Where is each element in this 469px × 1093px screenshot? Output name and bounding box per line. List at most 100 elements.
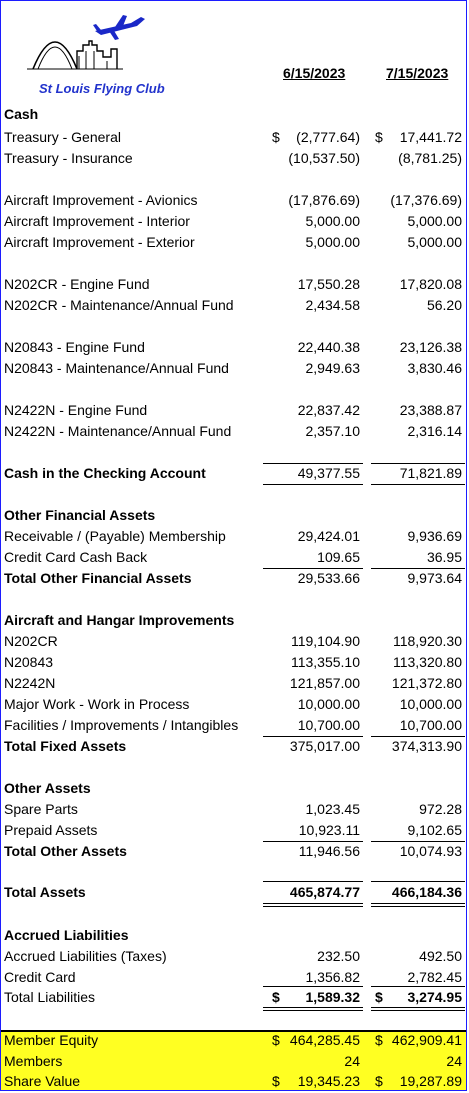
- value-col-2: 5,000.00: [407, 234, 463, 250]
- value-col-2: 19,287.89: [399, 1073, 462, 1089]
- value-col-2: 374,313.90: [391, 738, 462, 754]
- ledger-row: Other Financial Assets: [1, 505, 466, 526]
- ledger-row: Aircraft Improvement - Interior 5,000.00 5…: [1, 211, 466, 232]
- total-rule: [263, 881, 363, 882]
- value-col-2: 466,184.36: [391, 884, 462, 900]
- ledger-row: N2422N - Engine Fund 22,837.42 23,388.87: [1, 400, 466, 421]
- column-header-date-1: 6/15/2023: [283, 65, 346, 81]
- subtotal-rule: [263, 736, 363, 737]
- subtotal-rule: [371, 736, 465, 737]
- ledger-row: Cash: [1, 104, 466, 125]
- value-col-2: 2,316.14: [407, 423, 463, 439]
- value-col-1: 113,355.10: [290, 654, 360, 670]
- subtotal-rule: [371, 841, 465, 842]
- row-label: N20843: [4, 654, 54, 670]
- row-label: Other Assets: [4, 780, 91, 796]
- currency-symbol: $: [375, 989, 383, 1005]
- value-col-2: 56.20: [426, 297, 462, 313]
- double-total-rule: [263, 903, 363, 907]
- value-col-1: 17,550.28: [297, 276, 360, 292]
- subtotal-rule: [371, 568, 465, 569]
- ledger-row: N202CR - Engine Fund 17,550.28 17,820.08: [1, 274, 466, 295]
- row-label: Other Financial Assets: [4, 507, 156, 523]
- value-col-2: 36.95: [426, 549, 462, 565]
- ledger-row: Prepaid Assets 10,923.11 9,102.65: [1, 820, 466, 841]
- row-label: Cash in the Checking Account: [4, 465, 206, 481]
- value-col-2: (8,781.25): [398, 150, 462, 166]
- ledger-row: Member Equity $464,285.45 $462,909.41: [1, 1030, 466, 1051]
- row-label: Aircraft Improvement - Avionics: [4, 192, 198, 208]
- subtotal-rule: [371, 484, 465, 485]
- subtotal-rule: [371, 986, 465, 987]
- value-col-2: 23,126.38: [399, 339, 462, 355]
- row-label: N202CR - Engine Fund: [4, 276, 150, 292]
- value-col-2: 10,700.00: [399, 717, 462, 733]
- ledger-row: Total Other Financial Assets 29,533.66 9,9…: [1, 568, 466, 589]
- row-label: Member Equity: [4, 1032, 99, 1048]
- subtotal-rule: [263, 484, 363, 485]
- value-col-1: 2,949.63: [305, 360, 361, 376]
- value-col-1: 10,700.00: [297, 717, 360, 733]
- value-col-2: 972.28: [419, 801, 462, 817]
- ledger-row: N20843 113,355.10 113,320.80: [1, 652, 466, 673]
- ledger-row: Total Other Assets 11,946.56 10,074.93: [1, 841, 466, 862]
- row-label: Aircraft Improvement - Interior: [4, 213, 190, 229]
- ledger-row: Treasury - General $ (2,777.64) $17,441.72: [1, 127, 466, 148]
- row-label: Total Assets: [4, 884, 86, 900]
- column-header-date-2: 7/15/2023: [386, 65, 449, 81]
- value-col-1: 119,104.90: [290, 633, 360, 649]
- row-label: Accrued Liabilities (Taxes): [4, 948, 167, 964]
- value-col-1: 375,017.00: [289, 738, 360, 754]
- row-label: Total Fixed Assets: [4, 738, 127, 754]
- row-label: Aircraft Improvement - Exterior: [4, 234, 195, 250]
- value-col-2: 3,274.95: [407, 989, 463, 1005]
- ledger-row: Treasury - Insurance (10,537.50) (8,781.25…: [1, 148, 466, 169]
- subtotal-rule: [371, 463, 465, 464]
- row-label: N2422N - Engine Fund: [4, 402, 148, 418]
- row-label: N2242N: [4, 675, 56, 691]
- value-col-2: 9,102.65: [407, 822, 463, 838]
- value-col-2: 9,973.64: [407, 570, 463, 586]
- ledger-row: N2242N 121,857.00 121,372.80: [1, 673, 466, 694]
- value-col-1: 29,424.01: [297, 528, 360, 544]
- value-col-1: (2,777.64): [296, 129, 360, 145]
- airplane-skyline-icon: [27, 15, 145, 70]
- value-col-1: 10,923.11: [298, 822, 360, 838]
- ledger-row: Aircraft and Hangar Improvements: [1, 610, 466, 631]
- ledger-row: Share Value $19,345.23 $19,287.89: [1, 1071, 466, 1090]
- row-label: Facilities / Improvements / Intangibles: [4, 717, 239, 733]
- total-rule: [371, 881, 465, 882]
- row-label: N2422N - Maintenance/Annual Fund: [4, 423, 232, 439]
- value-col-1: 1,589.32: [305, 989, 361, 1005]
- row-label: Treasury - Insurance: [4, 150, 133, 166]
- currency-symbol: $: [272, 129, 280, 145]
- value-col-2: (17,376.69): [390, 192, 462, 208]
- value-col-2: 113,320.80: [392, 654, 462, 670]
- value-col-1: 19,345.23: [297, 1073, 360, 1089]
- ledger-row: N202CR - Maintenance/Annual Fund 2,434.58…: [1, 295, 466, 316]
- value-col-2: 5,000.00: [407, 213, 463, 229]
- value-col-1: 232.50: [317, 948, 360, 964]
- row-label: N20843 - Engine Fund: [4, 339, 145, 355]
- value-col-2: 3,830.46: [407, 360, 463, 376]
- row-label: Total Other Assets: [4, 843, 127, 859]
- subtotal-rule: [263, 841, 363, 842]
- value-col-1: 1,356.82: [305, 969, 361, 985]
- row-label: Accrued Liabilities: [4, 927, 129, 943]
- value-col-2: 10,000.00: [399, 696, 462, 712]
- double-total-rule: [263, 1007, 363, 1011]
- row-label: Total Other Financial Assets: [4, 570, 192, 586]
- value-col-2: 121,372.80: [391, 675, 462, 691]
- ledger-row: Aircraft Improvement - Exterior 5,000.00 5…: [1, 232, 466, 253]
- row-label: Credit Card: [4, 969, 76, 985]
- value-col-2: 23,388.87: [399, 402, 462, 418]
- row-label: Total Liabilities: [4, 989, 96, 1005]
- ledger-row: N20843 - Engine Fund 22,440.38 23,126.38: [1, 337, 466, 358]
- currency-symbol: $: [272, 1073, 280, 1089]
- ledger-row: N202CR 119,104.90 118,920.30: [1, 631, 466, 652]
- value-col-1: 1,023.45: [305, 801, 361, 817]
- value-col-1: 22,837.42: [297, 402, 360, 418]
- ledger-row: Members 24 24: [1, 1051, 466, 1072]
- value-col-2: 24: [446, 1053, 462, 1069]
